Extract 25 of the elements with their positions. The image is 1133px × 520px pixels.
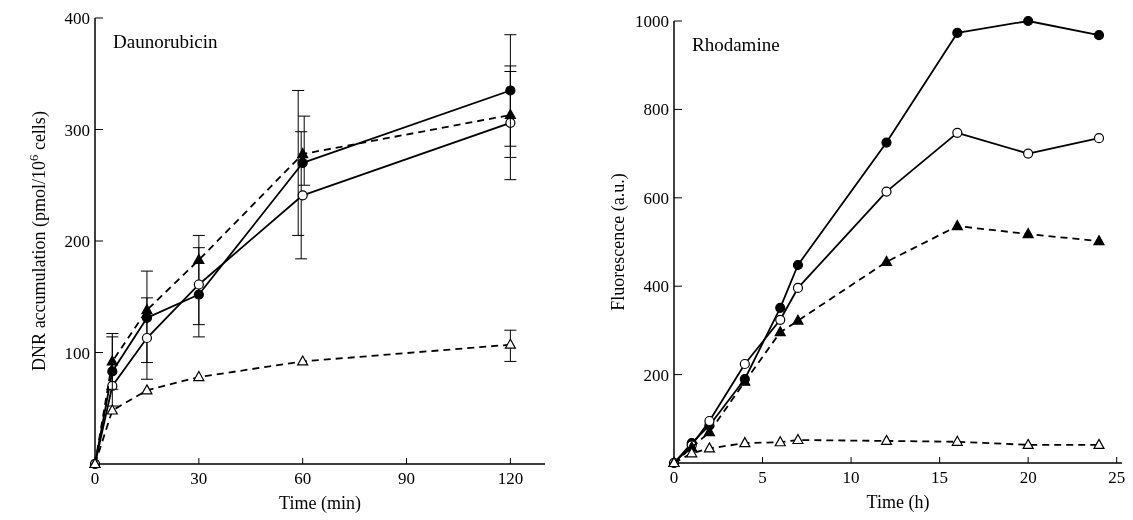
x-tick-label: 0 <box>669 468 679 487</box>
x-tick-label: 30 <box>190 469 208 488</box>
y-tick-label: 100 <box>64 343 90 363</box>
y-tick-label: 600 <box>643 188 669 208</box>
x-tick-label: 90 <box>398 469 416 488</box>
y-tick-label: 800 <box>643 100 669 120</box>
y-tick-label: 200 <box>64 232 90 251</box>
x-tick-label: 0 <box>90 469 100 488</box>
x-tick-label: 60 <box>294 469 312 488</box>
x-tick-label: 120 <box>497 469 524 488</box>
x-tick-label: 5 <box>758 468 767 487</box>
x-axis-title: Time (h) <box>866 492 930 513</box>
x-axis-title: Time (min) <box>279 493 361 514</box>
text: Rhodamine <box>692 34 780 55</box>
y-tick-label: 300 <box>64 120 90 140</box>
x-tick-label: 20 <box>1019 468 1037 487</box>
x-tick-label: 10 <box>842 468 860 487</box>
y-tick-label: 200 <box>643 365 669 385</box>
text: Daunorubicin <box>113 31 218 52</box>
x-tick-label: 15 <box>931 468 949 487</box>
y-tick-label: 400 <box>643 277 669 297</box>
y-tick-label: 400 <box>64 9 90 28</box>
x-tick-label: 25 <box>1108 468 1126 487</box>
y-axis-title: Fluorescence (a.u.) <box>608 173 629 311</box>
y-tick-label: 1000 <box>635 12 669 31</box>
